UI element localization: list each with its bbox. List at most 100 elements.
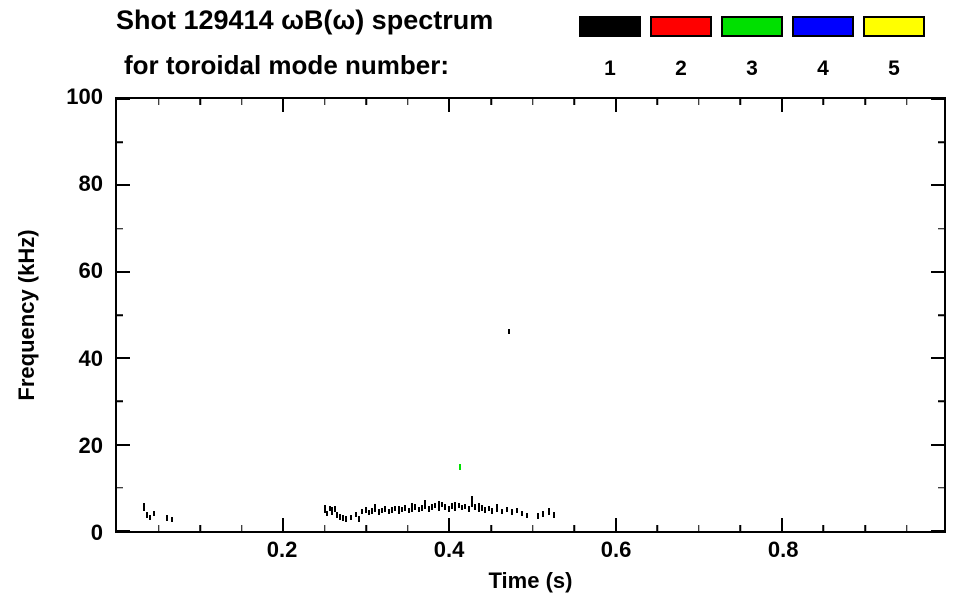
- x-minor-tick: [157, 525, 160, 531]
- data-point: [374, 504, 377, 512]
- data-point: [541, 511, 544, 517]
- y-major-tick: [117, 99, 130, 100]
- y-minor-tick: [117, 141, 123, 143]
- x-minor-tick: [324, 525, 326, 531]
- y-tick-label: 80: [78, 171, 103, 197]
- data-point: [460, 504, 463, 511]
- x-major-tick: [780, 518, 783, 531]
- data-point: [500, 508, 503, 515]
- data-point: [525, 512, 528, 519]
- x-minor-tick: [698, 99, 700, 105]
- x-major-tick: [448, 99, 451, 112]
- y-tick-label: 0: [90, 520, 103, 545]
- x-minor-tick: [905, 99, 908, 105]
- legend-labels: 1 2 3 4 5: [579, 57, 925, 81]
- x-major-tick: [282, 99, 285, 112]
- data-point: [536, 513, 539, 519]
- x-minor-tick: [365, 525, 368, 531]
- data-point: [326, 510, 329, 517]
- data-point: [444, 504, 447, 510]
- x-minor-tick: [407, 99, 409, 105]
- data-point: [377, 508, 380, 515]
- data-point: [387, 508, 390, 515]
- data-point: [149, 514, 152, 521]
- x-minor-tick: [365, 99, 368, 105]
- y-major-tick: [117, 184, 130, 187]
- data-point: [505, 506, 508, 513]
- data-point: [328, 505, 331, 512]
- data-point: [520, 510, 523, 517]
- data-point: [367, 509, 370, 516]
- legend-swatches: [579, 16, 925, 37]
- data-point: [427, 505, 430, 512]
- data-point: [454, 502, 457, 511]
- x-minor-tick: [531, 525, 534, 531]
- plot-area: [115, 97, 946, 533]
- y-minor-tick: [938, 227, 944, 230]
- y-minor-tick: [117, 227, 123, 230]
- x-minor-tick: [656, 99, 658, 105]
- y-major-tick: [931, 184, 944, 187]
- legend-label-mode-3: 3: [746, 57, 758, 80]
- x-tick-label: 0.4: [433, 537, 465, 562]
- data-point: [484, 507, 487, 513]
- y-minor-tick: [938, 487, 944, 489]
- legend-swatch-mode-5: [863, 16, 925, 37]
- y-major-tick: [117, 270, 130, 273]
- data-point: [411, 502, 414, 512]
- y-minor-tick: [117, 400, 123, 403]
- legend-swatch-mode-4: [792, 16, 854, 37]
- data-point: [474, 504, 477, 510]
- data-point: [354, 511, 357, 518]
- x-minor-tick: [573, 99, 575, 105]
- chart-title: Shot 129414 ωB(ω) spectrum: [116, 5, 494, 35]
- data-point: [477, 503, 480, 512]
- data-point: [397, 505, 400, 514]
- data-point: [333, 506, 336, 512]
- data-point: [152, 510, 155, 517]
- data-point: [470, 495, 473, 507]
- legend-label-mode-2: 2: [675, 57, 687, 80]
- data-point: [417, 506, 420, 513]
- data-point: [510, 509, 513, 516]
- x-tick-label: 0.2: [266, 537, 298, 562]
- data-point: [515, 507, 518, 514]
- data-point: [459, 464, 462, 470]
- y-major-tick: [931, 99, 944, 100]
- x-minor-tick: [490, 525, 492, 531]
- x-minor-tick: [822, 99, 825, 105]
- data-point: [401, 506, 404, 513]
- x-major-tick: [448, 518, 451, 531]
- x-minor-tick: [199, 99, 201, 105]
- y-major-tick: [931, 270, 944, 273]
- data-point: [450, 503, 453, 509]
- y-minor-tick: [117, 487, 123, 489]
- x-minor-tick: [407, 525, 409, 531]
- data-point: [414, 504, 417, 510]
- legend-swatch-mode-2: [650, 16, 712, 37]
- y-minor-tick: [938, 400, 944, 403]
- y-major-tick: [931, 443, 944, 446]
- x-minor-tick: [240, 99, 243, 105]
- data-point: [371, 508, 374, 514]
- data-point: [338, 514, 341, 520]
- y-tick-label: 40: [78, 345, 103, 371]
- legend-label-mode-5: 5: [888, 57, 900, 80]
- data-point: [495, 504, 498, 512]
- legend-label-mode-4: 4: [817, 57, 829, 80]
- data-point: [508, 328, 511, 335]
- x-minor-tick: [656, 525, 658, 531]
- x-axis-ticks: 0.2 0.4 0.6 0.8: [115, 537, 946, 565]
- x-minor-tick: [864, 525, 866, 531]
- x-minor-tick: [739, 99, 742, 105]
- x-minor-tick: [864, 99, 866, 105]
- y-major-tick: [931, 357, 944, 360]
- x-minor-tick: [698, 525, 700, 531]
- data-point: [431, 504, 433, 510]
- data-point: [331, 506, 334, 515]
- y-tick-label: 20: [78, 432, 103, 458]
- data-point: [381, 507, 384, 514]
- y-major-tick: [117, 530, 130, 531]
- data-point: [143, 503, 146, 512]
- x-minor-tick: [573, 525, 575, 531]
